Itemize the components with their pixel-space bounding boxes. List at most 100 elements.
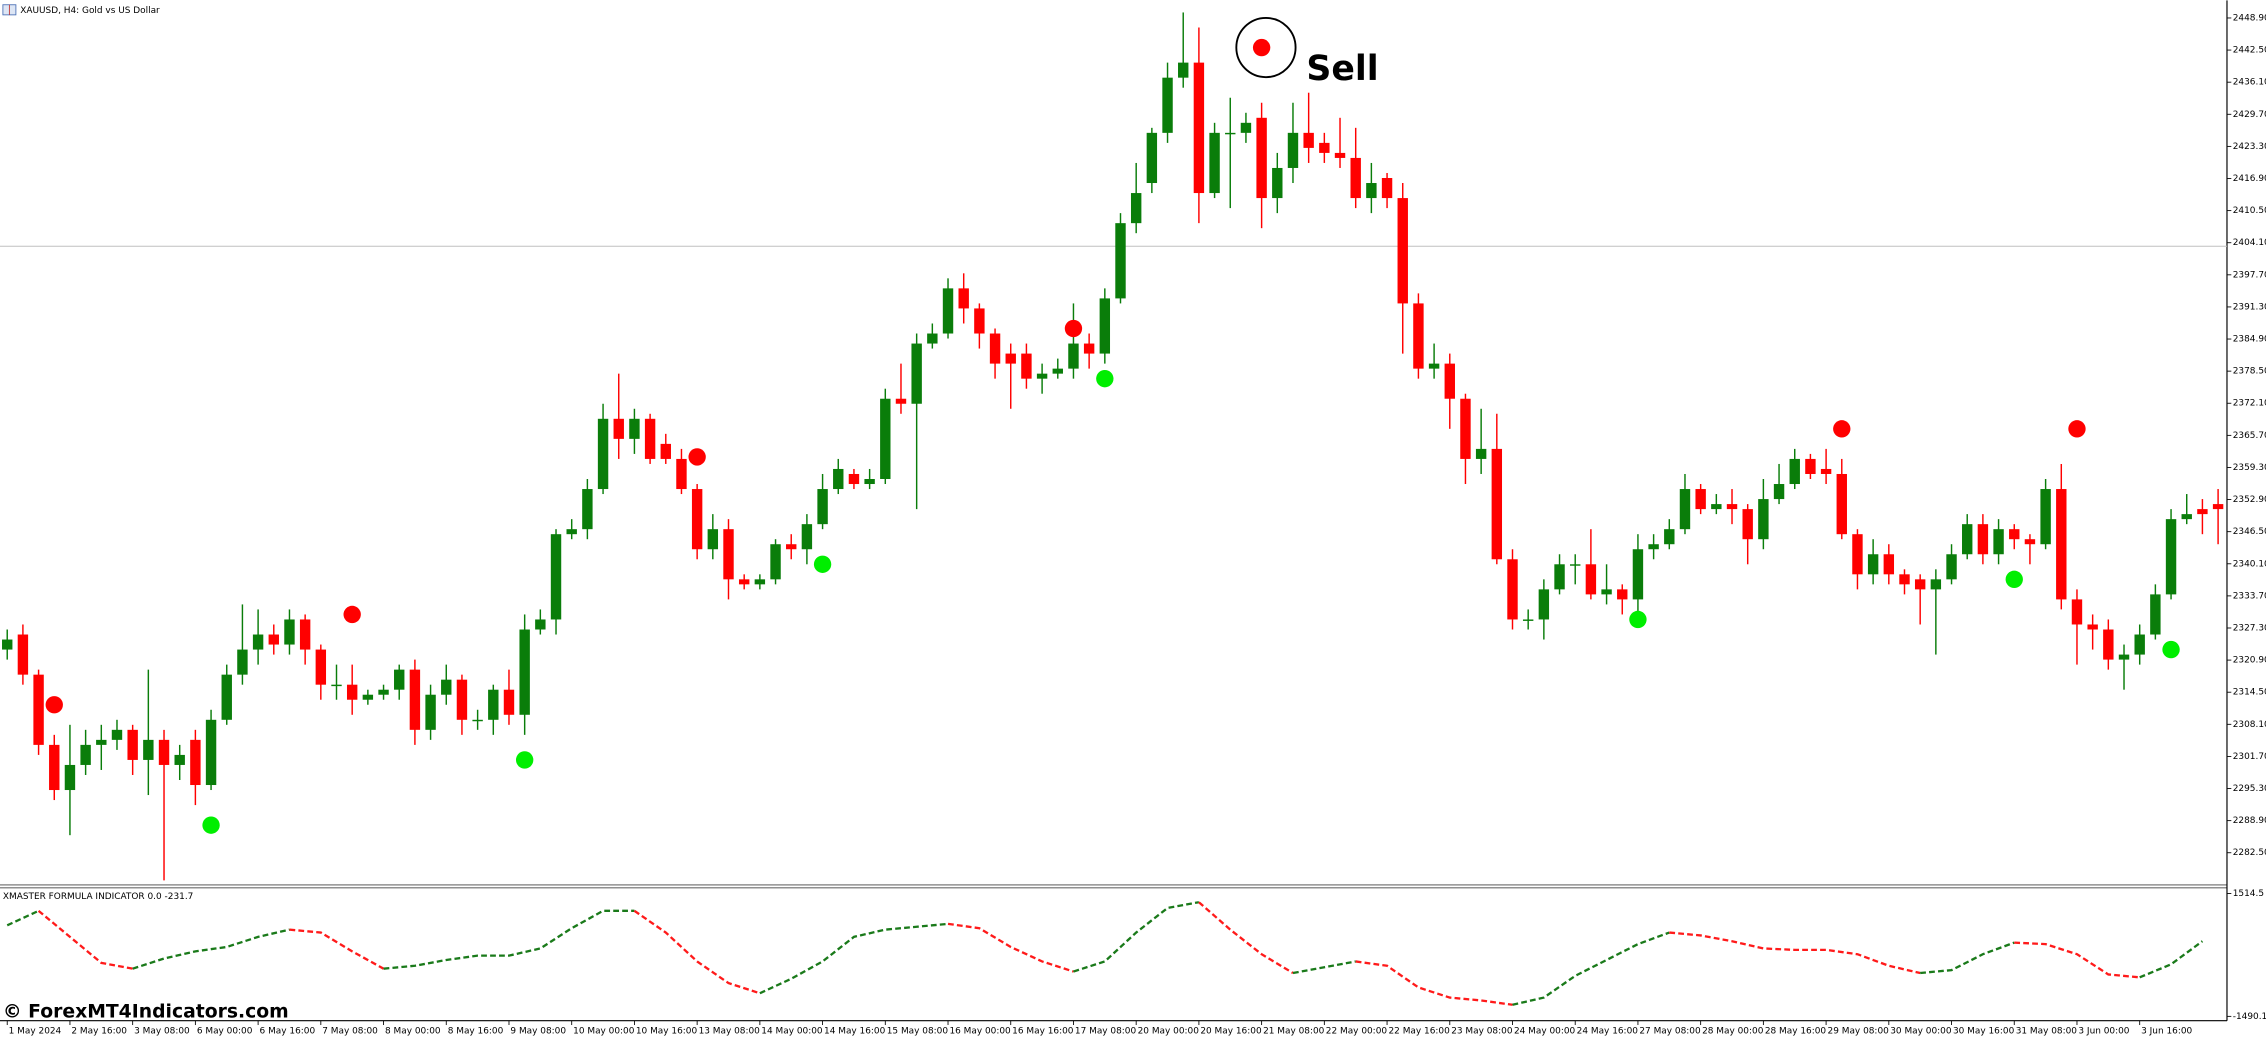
indicator-line: [2014, 941, 2140, 979]
candle-body: [1962, 524, 1973, 555]
x-tick-label: 14 May 16:00: [824, 1026, 886, 1036]
candle-body: [1883, 554, 1895, 575]
x-tick-label: 29 May 08:00: [1828, 1026, 1890, 1036]
candle-body: [989, 333, 1001, 364]
candle-body: [1319, 142, 1330, 153]
sell-signal: [1833, 420, 1851, 438]
candle-body: [2165, 519, 2177, 595]
candle-body: [1617, 589, 1628, 600]
buy-signal: [813, 555, 832, 573]
candle-body: [472, 719, 483, 722]
candle-body: [974, 308, 985, 334]
candle-body: [629, 418, 640, 439]
candle-body: [2134, 634, 2145, 655]
x-tick-label: 23 May 08:00: [1451, 1026, 1513, 1036]
candle-body: [770, 544, 781, 580]
candle-body: [331, 684, 342, 687]
candle-body: [315, 649, 327, 685]
y-tick-label: -1490.1: [2233, 1012, 2266, 1022]
buy-signal: [1629, 610, 1647, 629]
candle-body: [346, 684, 358, 700]
candle-body: [1366, 183, 1377, 199]
annotation-circle: [1235, 16, 1297, 79]
candle-body: [911, 343, 922, 404]
indicator-line: [1292, 960, 1356, 975]
candle-body: [1993, 529, 2004, 555]
candle-body: [1914, 579, 1926, 590]
sell-signal: [1252, 38, 1271, 57]
x-tick-label: 24 May 16:00: [1577, 1026, 1639, 1036]
candle-body: [848, 473, 860, 485]
candle-body: [1225, 132, 1236, 135]
candle-body: [1758, 499, 1769, 540]
candle-body: [2181, 514, 2192, 520]
candle-body: [833, 468, 844, 490]
indicator-title: XMASTER FORMULA INDICATOR 0.0 -231.7: [3, 892, 193, 902]
candle-body: [268, 634, 279, 645]
indicator-line: [1073, 901, 1200, 973]
indicator-line: [289, 928, 385, 970]
buy-signal: [2162, 640, 2180, 659]
buy-signal: [515, 751, 534, 769]
y-tick-label: 2365.70: [2233, 431, 2266, 441]
candle-body: [1052, 368, 1063, 374]
candle-body: [597, 418, 609, 490]
buy-signal: [1096, 369, 1114, 388]
symbol-icon: [2, 4, 17, 16]
candle-body: [503, 689, 515, 715]
y-tick-label: 2429.70: [2233, 110, 2266, 120]
candle-body: [2087, 624, 2098, 630]
candle-body: [1350, 157, 1361, 199]
y-tick-label: 2442.50: [2233, 46, 2266, 56]
x-tick-label: 17 May 08:00: [1075, 1026, 1137, 1036]
candle-body: [1742, 509, 1753, 540]
indicator-line: [383, 909, 635, 970]
y-tick-label: 2346.50: [2233, 527, 2266, 537]
indicator-line: [1920, 941, 2015, 975]
candle-body: [174, 754, 185, 765]
indicator-line: [947, 922, 1074, 973]
x-tick-label: 22 May 00:00: [1326, 1026, 1388, 1036]
candle-body: [1601, 589, 1612, 595]
candle-body: [2150, 594, 2161, 635]
x-tick-label: 3 Jun 00:00: [2078, 1026, 2129, 1036]
candle-body: [64, 764, 76, 791]
y-tick-label: 2340.10: [2233, 559, 2266, 569]
x-tick-label: 6 May 16:00: [260, 1026, 316, 1036]
x-tick-label: 13 May 08:00: [699, 1026, 761, 1036]
y-tick-label: 2282.50: [2233, 848, 2266, 858]
candle-body: [738, 579, 750, 585]
chart-title: XAUUSD, H4: Gold vs US Dollar: [20, 6, 160, 16]
x-tick-label: 10 May 00:00: [573, 1026, 635, 1036]
y-tick-label: 2288.90: [2233, 816, 2266, 826]
candle-body: [221, 674, 232, 720]
candle-body: [425, 694, 436, 730]
y-tick-label: 2384.90: [2233, 335, 2266, 345]
candle-body: [1836, 473, 1847, 535]
candle-body: [613, 418, 624, 439]
candle-body: [1130, 193, 1142, 224]
candle-body: [1381, 178, 1393, 199]
candle-body: [2118, 654, 2130, 660]
candle-body: [17, 634, 29, 675]
candle-body: [362, 694, 374, 700]
x-tick-label: 28 May 00:00: [1702, 1026, 1764, 1036]
candle-body: [2040, 489, 2051, 545]
y-tick-label: 1514.5: [2233, 889, 2264, 899]
y-tick-label: 2423.30: [2233, 142, 2266, 152]
buy-signal: [2005, 570, 2023, 589]
candle-body: [1083, 343, 1095, 354]
candle-body: [1570, 564, 1581, 566]
candle-body: [378, 689, 389, 695]
indicator-line: [1512, 931, 1670, 1006]
candle-body: [1115, 223, 1126, 299]
candle-body: [1162, 77, 1173, 133]
candle-body: [2024, 539, 2036, 545]
x-tick-label: 16 May 00:00: [949, 1026, 1011, 1036]
y-tick-label: 2397.70: [2233, 270, 2266, 280]
candle-body: [111, 729, 123, 740]
candle-body: [237, 649, 248, 675]
candle-body: [441, 679, 452, 695]
